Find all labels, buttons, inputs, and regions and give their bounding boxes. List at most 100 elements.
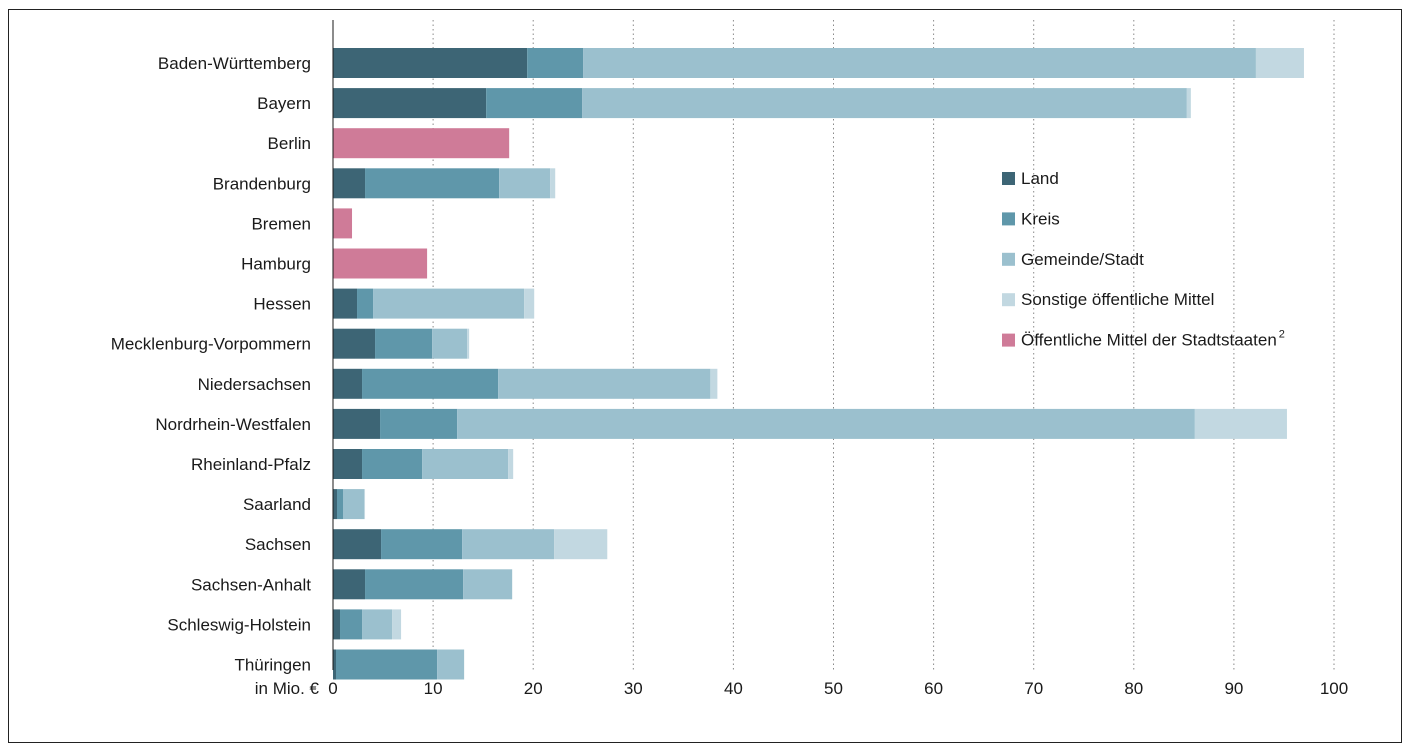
x-tick-label: 40 bbox=[724, 679, 743, 698]
category-label: Saarland bbox=[243, 495, 311, 514]
category-label: Mecklenburg-Vorpommern bbox=[111, 335, 311, 354]
bar-segment bbox=[437, 649, 465, 680]
x-axis: 0 10 20 30 40 50 60 70 80 90 100 in Mio. € bbox=[255, 20, 1348, 698]
bar-segment bbox=[333, 168, 366, 199]
bar-segment bbox=[457, 408, 1195, 439]
bar-segment bbox=[508, 449, 514, 479]
legend-label: Gemeinde/Stadt bbox=[1021, 250, 1144, 269]
legend: Land Kreis Gemeinde/Stadt Sonstige öffentli… bbox=[1002, 169, 1285, 350]
legend-swatch bbox=[1002, 212, 1015, 226]
category-label: Hessen bbox=[253, 295, 311, 314]
bar-segment bbox=[362, 368, 499, 399]
bar-segment bbox=[1194, 408, 1287, 439]
bar-segment bbox=[333, 288, 358, 319]
legend-label-text: Öffentliche Mittel der Stadtstaaten bbox=[1021, 331, 1277, 350]
bar-segment bbox=[375, 328, 433, 359]
x-tick-label: 30 bbox=[624, 679, 643, 698]
x-tick-label: 50 bbox=[824, 679, 843, 698]
category-label: Rheinland-Pfalz bbox=[191, 455, 311, 474]
gridlines bbox=[432, 20, 1335, 670]
bar-segment bbox=[486, 88, 583, 119]
legend-footnote-marker: 2 bbox=[1279, 329, 1285, 341]
legend-label-text: Kreis bbox=[1021, 209, 1060, 228]
bar-segment bbox=[333, 649, 337, 680]
bar-segment bbox=[498, 368, 711, 399]
x-tick-label: 100 bbox=[1320, 679, 1348, 698]
x-tick-label: 0 bbox=[328, 679, 337, 698]
bar-segment bbox=[582, 88, 1187, 119]
bar-segment bbox=[467, 328, 470, 359]
bar-segment bbox=[710, 368, 718, 399]
x-tick-label: 90 bbox=[1224, 679, 1243, 698]
category-label: Bayern bbox=[257, 94, 311, 113]
bar-segment bbox=[462, 529, 555, 560]
legend-swatch bbox=[1002, 172, 1015, 185]
legend-label-text: Gemeinde/Stadt bbox=[1021, 250, 1144, 269]
x-tick-label: 20 bbox=[524, 679, 543, 698]
bars bbox=[333, 48, 1304, 680]
category-label: Brandenburg bbox=[213, 174, 311, 193]
legend-label-text: Land bbox=[1021, 169, 1059, 188]
category-label: Schleswig-Holstein bbox=[167, 615, 311, 634]
bar-segment bbox=[365, 168, 500, 199]
bar-segment bbox=[333, 449, 363, 479]
bar-segment bbox=[333, 609, 341, 640]
x-tick-label: 10 bbox=[424, 679, 443, 698]
bar-segment bbox=[364, 489, 366, 520]
category-label: Niedersachsen bbox=[198, 375, 311, 394]
bar-segment bbox=[422, 449, 509, 479]
bar-segment bbox=[373, 288, 525, 319]
bar-segment bbox=[524, 288, 535, 319]
bar-segment bbox=[336, 649, 438, 680]
bar-segment bbox=[1255, 48, 1304, 78]
legend-label: Sonstige öffentliche Mittel bbox=[1021, 290, 1214, 309]
legend-swatch bbox=[1002, 333, 1015, 347]
bar-segment bbox=[333, 328, 376, 359]
x-tick-label: 70 bbox=[1024, 679, 1043, 698]
category-label: Bremen bbox=[251, 214, 311, 233]
category-label: Baden-Württemberg bbox=[158, 54, 311, 73]
category-label: Berlin bbox=[268, 134, 311, 153]
bar-segment bbox=[432, 328, 468, 359]
bar-segment bbox=[463, 569, 513, 600]
bar-segment bbox=[333, 48, 528, 78]
bar-segment bbox=[340, 609, 363, 640]
bar-segment bbox=[333, 128, 510, 159]
bar-segment bbox=[380, 408, 458, 439]
x-axis-label: in Mio. € bbox=[255, 679, 320, 698]
bar-segment bbox=[381, 529, 463, 560]
bar-segment bbox=[333, 408, 381, 439]
bar-segment bbox=[333, 489, 338, 520]
bar-segment bbox=[362, 449, 423, 479]
legend-label: Land bbox=[1021, 169, 1059, 188]
bar-segment bbox=[333, 208, 353, 239]
legend-label: Kreis bbox=[1021, 209, 1060, 228]
bar-segment bbox=[343, 489, 365, 520]
bar-segment bbox=[499, 168, 551, 199]
category-label: Sachsen-Anhalt bbox=[191, 575, 311, 594]
legend-label: Öffentliche Mittel der Stadtstaaten 2 bbox=[1021, 329, 1285, 350]
bar-segment bbox=[333, 529, 382, 560]
category-label: Sachsen bbox=[245, 535, 311, 554]
bar-segment bbox=[333, 88, 487, 119]
bar-segment bbox=[554, 529, 608, 560]
bar-segment bbox=[337, 489, 344, 520]
legend-swatch bbox=[1002, 252, 1015, 266]
category-labels: Baden-Württemberg Bayern Berlin Brandenburg… bbox=[111, 54, 312, 675]
category-label: Nordrhein-Westfalen bbox=[155, 415, 311, 434]
bar-segment bbox=[1186, 88, 1191, 119]
bar-segment bbox=[550, 168, 556, 199]
stacked-bar-chart: Baden-Württemberg Bayern Berlin Brandenburg… bbox=[111, 20, 1348, 698]
x-tick-label: 80 bbox=[1124, 679, 1143, 698]
bar-segment bbox=[357, 288, 374, 319]
bar-segment bbox=[583, 48, 1256, 78]
category-label: Thüringen bbox=[234, 656, 311, 675]
bar-segment bbox=[527, 48, 584, 78]
legend-label-text: Sonstige öffentliche Mittel bbox=[1021, 290, 1214, 309]
bar-segment bbox=[333, 248, 428, 279]
legend-swatch bbox=[1002, 293, 1015, 307]
bar-segment bbox=[392, 609, 402, 640]
bar-segment bbox=[365, 569, 464, 600]
bar-segment bbox=[333, 569, 366, 600]
bar-segment bbox=[362, 609, 393, 640]
